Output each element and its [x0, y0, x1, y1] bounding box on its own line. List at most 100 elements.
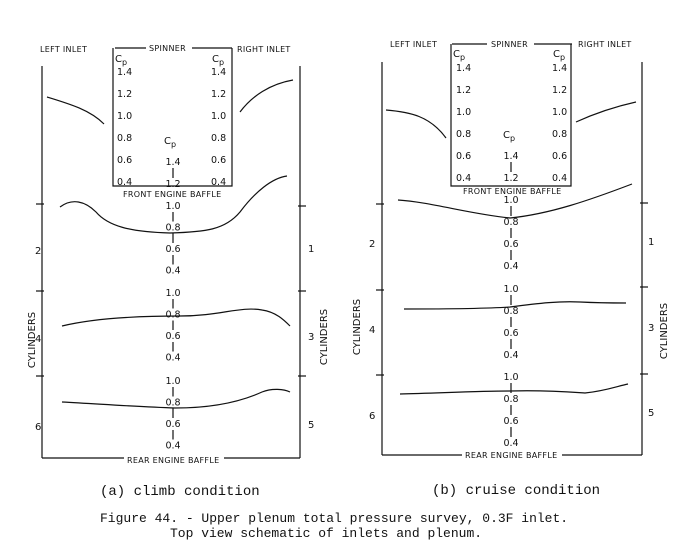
scale-value: 0.4	[503, 261, 518, 272]
spinner-scale-left: 1.4 1.2 1.0 0.8 0.6 0.4	[117, 67, 132, 188]
cp-label-right: Cp	[553, 49, 565, 62]
cylinder-4: 4	[35, 334, 41, 345]
scale-value: 0.8	[211, 133, 226, 144]
scale-value: 1.2	[117, 89, 132, 100]
rear-section-profile	[399, 383, 629, 395]
scale-value: 1.4	[456, 63, 471, 74]
rear-baffle-label-top: REAR ENGINE BAFFLE	[127, 456, 219, 465]
cylinders-label-right: CYLINDERS	[319, 309, 330, 365]
front-baffle-profile	[59, 175, 288, 234]
right-inlet-label: RIGHT INLET	[237, 45, 291, 54]
scale-value: 0.6	[456, 151, 471, 162]
scale-value: 1.2	[503, 173, 518, 184]
scale-value: 0.4	[503, 350, 518, 361]
rear-baffle-label: REAR ENGINE BAFFLE	[465, 451, 557, 460]
cp-label-left: Cp	[453, 49, 465, 62]
scale-value: 0.6	[503, 416, 518, 427]
diagram-cruise: LEFT INLET SPINNER RIGHT INLET FRONT ENG…	[352, 40, 670, 499]
scale-value: 1.2	[165, 179, 180, 190]
scale-value: 0.6	[503, 328, 518, 339]
scale-value: 1.2	[211, 89, 226, 100]
scale-value: 0.4	[552, 173, 567, 184]
right-inlet-label: RIGHT INLET	[578, 40, 632, 49]
cylinder-2: 2	[35, 246, 41, 257]
left-inlet-curve	[46, 96, 105, 125]
scale-value: 0.8	[503, 394, 518, 405]
scale-value: 0.8	[456, 129, 471, 140]
scale-value: 1.0	[165, 376, 180, 387]
scale-value: 0.8	[117, 133, 132, 144]
scale-value: 0.6	[117, 155, 132, 166]
cylinders-label-left: CYLINDERS	[352, 299, 363, 355]
section-scale-3: 1.0 0.8 0.6 0.4	[503, 372, 518, 449]
mid-section-profile	[61, 308, 291, 327]
scale-value: 1.2	[552, 85, 567, 96]
scale-value: 1.4	[165, 157, 180, 168]
cylinder-3: 3	[308, 332, 314, 343]
scale-value: 1.0	[211, 111, 226, 122]
caption-line-1: Figure 44. - Upper plenum total pressure…	[100, 511, 568, 526]
left-inlet-label: LEFT INLET	[390, 40, 437, 49]
scale-value: 0.6	[552, 151, 567, 162]
scale-value: 1.0	[503, 195, 518, 206]
caption-line-2: Top view schematic of inlets and plenum.	[170, 526, 482, 541]
cp-label-right: Cp	[212, 54, 224, 67]
scale-value: 0.8	[503, 217, 518, 228]
diagram-climb: LEFT INLET SPINNER RIGHT INLET FRONT ENG…	[27, 44, 330, 500]
scale-value: 0.4	[165, 441, 180, 452]
scale-value: 1.0	[165, 288, 180, 299]
left-inlet-label: LEFT INLET	[40, 45, 87, 54]
section-scale-1: 1.0 0.8 0.6 0.4	[165, 201, 180, 277]
scale-value: 0.8	[165, 223, 180, 234]
cylinder-3: 3	[648, 323, 654, 334]
cp-label-center: Cp	[503, 130, 515, 143]
front-baffle-label: FRONT ENGINE BAFFLE	[463, 187, 561, 196]
rear-baffle-gap	[124, 455, 224, 465]
cylinder-1: 1	[648, 237, 654, 248]
scale-value: 1.0	[503, 284, 518, 295]
scale-value: 1.4	[503, 151, 518, 162]
scale-value: 0.6	[503, 239, 518, 250]
scale-value: 0.4	[456, 173, 471, 184]
scale-value: 0.8	[165, 398, 180, 409]
scale-value: 0.8	[552, 129, 567, 140]
scale-value: 0.4	[211, 177, 226, 188]
section-scale-1: 1.0 0.8 0.6 0.4	[503, 195, 518, 272]
scale-value: 1.0	[165, 201, 180, 212]
spinner-box	[112, 48, 233, 187]
cp-label-center: Cp	[164, 136, 176, 149]
mid-section-profile	[403, 301, 627, 310]
subtitle-cruise: (b) cruise condition	[432, 483, 600, 499]
cylinder-5: 5	[648, 408, 654, 419]
subtitle-climb: (a) climb condition	[100, 484, 260, 500]
section-scale-2: 1.0 0.8 0.6 0.4	[503, 284, 518, 361]
scale-value: 0.6	[165, 331, 180, 342]
spinner-box	[450, 44, 572, 187]
cylinders-label-right: CYLINDERS	[659, 303, 670, 359]
spinner-scale-left: 1.4 1.2 1.0 0.8 0.6 0.4	[456, 63, 471, 184]
scale-value: 0.4	[117, 177, 132, 188]
front-baffle-label: FRONT ENGINE BAFFLE	[123, 190, 221, 199]
scale-value: 1.0	[117, 111, 132, 122]
scale-value: 0.4	[165, 353, 180, 364]
cylinder-4: 4	[369, 325, 375, 336]
scale-value: 0.8	[165, 310, 180, 321]
spinner-scale-right: 1.4 1.2 1.0 0.8 0.6 0.4	[552, 63, 567, 184]
scale-value: 0.6	[165, 419, 180, 430]
front-baffle-profile	[397, 183, 633, 219]
right-inlet-curve	[575, 101, 637, 123]
cylinder-2: 2	[369, 239, 375, 250]
scale-value: 1.0	[456, 107, 471, 118]
spinner-scale-center: 1.4 1.2	[503, 151, 518, 184]
scale-value: 1.4	[211, 67, 226, 78]
scale-value: 0.6	[165, 244, 180, 255]
spinner-scale-right: 1.4 1.2 1.0 0.8 0.6 0.4	[211, 67, 226, 188]
cylinder-1: 1	[308, 244, 314, 255]
scale-value: 0.4	[503, 438, 518, 449]
scale-value: 1.0	[503, 372, 518, 383]
cylinder-6: 6	[369, 411, 375, 422]
cp-label-left: Cp	[115, 54, 127, 67]
spinner-label: SPINNER	[149, 44, 186, 53]
scale-value: 0.8	[503, 306, 518, 317]
